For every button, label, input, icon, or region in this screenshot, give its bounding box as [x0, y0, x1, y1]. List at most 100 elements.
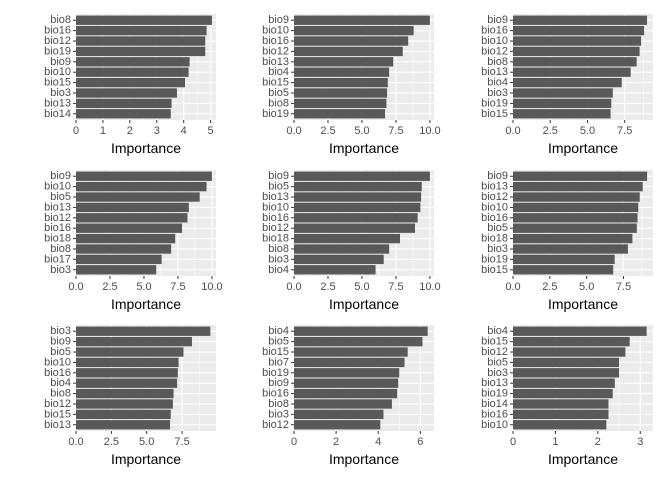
y-tick-label: bio12	[481, 191, 508, 203]
y-tick-label: bio13	[44, 201, 71, 213]
y-tick-label: bio18	[262, 233, 289, 245]
x-tick-label: 10.0	[419, 281, 440, 293]
y-tick-label: bio19	[262, 367, 289, 379]
y-tick-label: bio13	[481, 181, 508, 193]
bar-bio15	[294, 347, 408, 357]
bar-bio9	[294, 15, 430, 25]
x-tick-label: 5.0	[139, 436, 154, 448]
bar-bio17	[76, 254, 162, 265]
bar-bio13	[294, 57, 394, 67]
y-tick-label: bio16	[481, 408, 508, 420]
x-axis-title: Importance	[548, 451, 618, 467]
y-tick-label: bio12	[481, 346, 508, 358]
x-axis-title: Importance	[111, 451, 181, 467]
bar-bio10	[513, 202, 639, 213]
bar-bio8	[76, 15, 212, 25]
bar-bio12	[294, 223, 415, 233]
bar-bio8	[294, 399, 392, 409]
x-tick-label: 5.0	[136, 281, 151, 293]
bar-bio5	[294, 181, 422, 192]
x-tick-label: 5.0	[354, 125, 369, 137]
chart-panel-9: bio4bio15bio12bio5bio3bio13bio19bio14bio…	[481, 325, 653, 467]
x-axis-title: Importance	[548, 296, 618, 312]
y-tick-label: bio10	[481, 419, 508, 431]
bar-bio4	[294, 67, 390, 77]
y-tick-label: bio10	[44, 66, 71, 78]
y-tick-label: bio7	[268, 356, 289, 368]
bar-bio19	[513, 98, 612, 109]
x-tick-label: 2.5	[320, 125, 335, 137]
x-tick-label: 2	[333, 436, 339, 448]
y-tick-label: bio15	[44, 408, 71, 420]
bar-bio3	[513, 88, 613, 98]
bar-bio13	[76, 202, 189, 213]
chart-panel-1: bio8bio16bio12bio19bio9bio10bio15bio3bio…	[44, 14, 216, 156]
x-axis-title: Importance	[329, 140, 399, 156]
x-tick-label: 0	[73, 125, 79, 137]
x-tick-label: 7.5	[174, 436, 189, 448]
x-tick-label: 2.5	[104, 436, 119, 448]
x-tick-label: 5.0	[354, 281, 369, 293]
chart-panel-8: bio4bio5bio15bio7bio19bio9bio16bio8bio3b…	[262, 325, 434, 467]
y-tick-label: bio15	[481, 264, 508, 276]
bar-bio3	[76, 88, 177, 98]
y-tick-label: bio3	[487, 87, 508, 99]
bar-bio9	[76, 336, 192, 347]
y-tick-label: bio8	[268, 97, 289, 109]
bar-bio13	[76, 420, 171, 430]
y-tick-label: bio8	[268, 243, 289, 255]
bar-bio3	[294, 254, 384, 265]
chart-panel-5: bio9bio5bio13bio10bio16bio12bio18bio8bio…	[262, 170, 441, 312]
y-tick-label: bio4	[268, 66, 289, 78]
x-tick-label: 5.0	[580, 125, 595, 137]
x-tick-label: 2.5	[320, 281, 335, 293]
x-tick-label: 3	[154, 125, 160, 137]
x-tick-label: 7.5	[388, 125, 403, 137]
bar-bio12	[294, 46, 403, 57]
y-tick-label: bio10	[262, 25, 289, 37]
bar-bio18	[76, 233, 176, 244]
x-tick-label: 5	[208, 125, 214, 137]
y-tick-label: bio4	[50, 377, 71, 389]
bar-bio10	[294, 25, 414, 36]
bar-bio4	[294, 326, 428, 336]
y-tick-label: bio3	[487, 243, 508, 255]
bar-bio3	[76, 265, 157, 275]
bar-bio5	[76, 347, 184, 357]
bar-bio12	[76, 213, 188, 223]
bar-bio8	[76, 244, 172, 254]
y-tick-label: bio10	[481, 201, 508, 213]
bar-bio16	[76, 25, 207, 36]
bar-bio10	[513, 420, 607, 430]
bar-bio16	[76, 223, 183, 233]
x-tick-label: 5.0	[579, 281, 594, 293]
x-tick-label: 6	[417, 436, 423, 448]
bar-bio18	[294, 233, 401, 244]
x-tick-label: 1	[100, 125, 106, 137]
y-tick-label: bio5	[268, 87, 289, 99]
chart-panel-2: bio9bio10bio16bio12bio13bio4bio15bio5bio…	[262, 14, 441, 156]
x-tick-label: 4	[181, 125, 187, 137]
bar-bio5	[513, 223, 637, 233]
y-tick-label: bio8	[50, 14, 71, 26]
bar-bio10	[294, 202, 421, 213]
y-tick-label: bio13	[481, 66, 508, 78]
bar-bio12	[513, 192, 640, 202]
bar-bio9	[294, 171, 430, 181]
chart-panel-3: bio9bio16bio10bio12bio8bio13bio4bio3bio1…	[481, 14, 653, 156]
bar-bio19	[294, 368, 400, 378]
bar-bio15	[513, 336, 630, 347]
y-tick-label: bio12	[262, 222, 289, 234]
x-axis-title: Importance	[329, 296, 399, 312]
chart-panel-6: bio9bio13bio12bio10bio16bio5bio18bio3bio…	[481, 170, 653, 312]
y-tick-label: bio4	[487, 325, 508, 337]
y-tick-label: bio3	[487, 367, 508, 379]
x-axis-title: Importance	[548, 140, 618, 156]
bar-bio7	[294, 357, 405, 368]
bar-bio15	[76, 77, 186, 88]
y-tick-label: bio10	[262, 201, 289, 213]
bar-bio3	[76, 326, 211, 336]
bar-bio9	[76, 171, 212, 181]
bar-bio8	[76, 388, 174, 399]
bar-bio19	[513, 388, 613, 399]
